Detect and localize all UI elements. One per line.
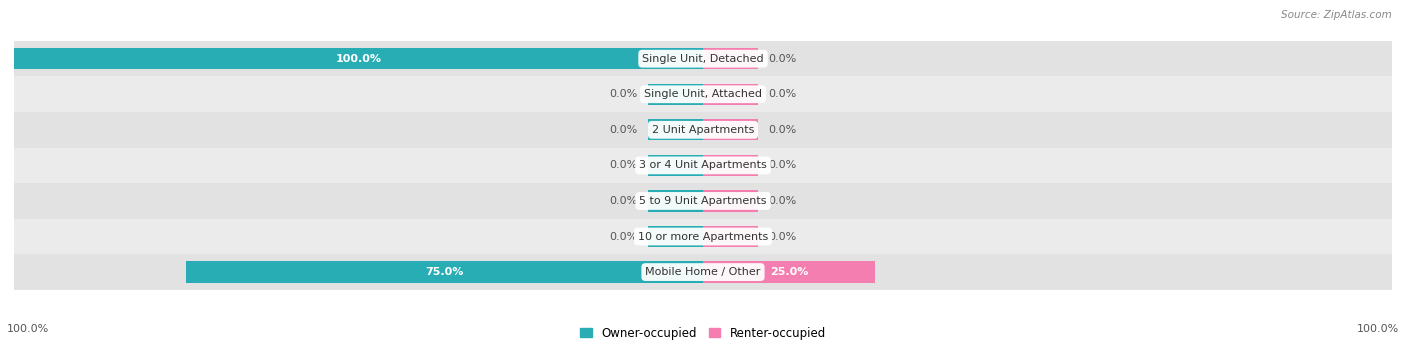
- Bar: [14, 148, 1392, 183]
- Text: 100.0%: 100.0%: [336, 54, 381, 64]
- Bar: [703, 48, 758, 69]
- Text: 25.0%: 25.0%: [770, 267, 808, 277]
- Bar: [14, 112, 1392, 148]
- Bar: [648, 226, 703, 247]
- Text: 3 or 4 Unit Apartments: 3 or 4 Unit Apartments: [640, 160, 766, 170]
- Text: 2 Unit Apartments: 2 Unit Apartments: [652, 125, 754, 135]
- Text: 0.0%: 0.0%: [769, 89, 797, 99]
- Text: 0.0%: 0.0%: [609, 125, 637, 135]
- Bar: [648, 84, 703, 105]
- Bar: [14, 254, 1392, 290]
- Text: 0.0%: 0.0%: [609, 232, 637, 241]
- Text: 75.0%: 75.0%: [426, 267, 464, 277]
- Text: 0.0%: 0.0%: [769, 54, 797, 64]
- Text: Mobile Home / Other: Mobile Home / Other: [645, 267, 761, 277]
- Bar: [703, 226, 758, 247]
- Text: 0.0%: 0.0%: [769, 125, 797, 135]
- Text: 10 or more Apartments: 10 or more Apartments: [638, 232, 768, 241]
- Bar: [14, 183, 1392, 219]
- Bar: [186, 262, 703, 283]
- Bar: [703, 84, 758, 105]
- Bar: [703, 190, 758, 212]
- Bar: [14, 41, 1392, 76]
- Text: 0.0%: 0.0%: [769, 196, 797, 206]
- Legend: Owner-occupied, Renter-occupied: Owner-occupied, Renter-occupied: [575, 322, 831, 341]
- Text: Single Unit, Attached: Single Unit, Attached: [644, 89, 762, 99]
- Text: 0.0%: 0.0%: [609, 89, 637, 99]
- Bar: [14, 48, 703, 69]
- Text: 0.0%: 0.0%: [769, 160, 797, 170]
- Text: 5 to 9 Unit Apartments: 5 to 9 Unit Apartments: [640, 196, 766, 206]
- Bar: [648, 155, 703, 176]
- Bar: [648, 119, 703, 140]
- Bar: [648, 190, 703, 212]
- Text: 0.0%: 0.0%: [609, 196, 637, 206]
- Text: Source: ZipAtlas.com: Source: ZipAtlas.com: [1281, 10, 1392, 20]
- Bar: [703, 155, 758, 176]
- Text: 100.0%: 100.0%: [7, 324, 49, 334]
- Text: 0.0%: 0.0%: [769, 232, 797, 241]
- Text: 100.0%: 100.0%: [1357, 324, 1399, 334]
- Bar: [703, 119, 758, 140]
- Bar: [14, 219, 1392, 254]
- Bar: [14, 76, 1392, 112]
- Bar: [703, 262, 875, 283]
- Text: Single Unit, Detached: Single Unit, Detached: [643, 54, 763, 64]
- Text: 0.0%: 0.0%: [609, 160, 637, 170]
